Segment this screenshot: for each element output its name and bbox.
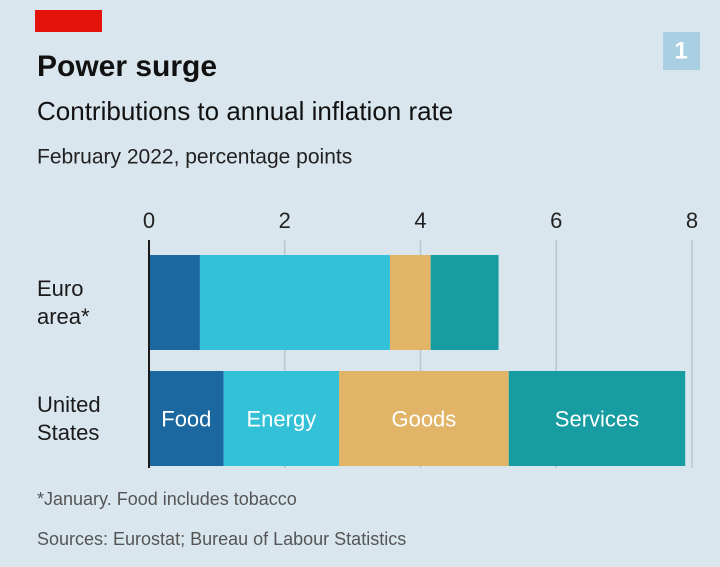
bar-segment xyxy=(149,371,224,466)
x-tick-label: 2 xyxy=(279,208,291,233)
segment-label: Food xyxy=(161,406,211,431)
bar-segment xyxy=(199,255,390,350)
footnote: *January. Food includes tobacco xyxy=(37,489,297,509)
bar-segment xyxy=(149,255,200,350)
chart-subtitle: Contributions to annual inflation rate xyxy=(37,96,453,126)
red-tag xyxy=(35,10,102,32)
segment-label: Goods xyxy=(391,406,456,431)
x-tick-label: 8 xyxy=(686,208,698,233)
chart-title: Power surge xyxy=(37,50,217,83)
x-tick-label: 0 xyxy=(143,208,155,233)
x-tick-label: 4 xyxy=(414,208,426,233)
x-tick-label: 6 xyxy=(550,208,562,233)
bar-segment xyxy=(223,371,340,466)
category-label: United States xyxy=(37,391,101,445)
footnote: Sources: Eurostat; Bureau of Labour Stat… xyxy=(37,529,406,549)
badge: 1 xyxy=(674,37,687,64)
badge-box xyxy=(663,32,700,70)
segment-label: Energy xyxy=(246,406,316,431)
bar-segment xyxy=(508,371,686,466)
segment-label: Services xyxy=(555,406,639,431)
category-label: Euro area* xyxy=(37,275,90,329)
bar-segment xyxy=(430,255,499,350)
bar-segment xyxy=(339,371,509,466)
bar-segment xyxy=(389,255,431,350)
unit-note: February 2022, percentage points xyxy=(37,146,352,169)
